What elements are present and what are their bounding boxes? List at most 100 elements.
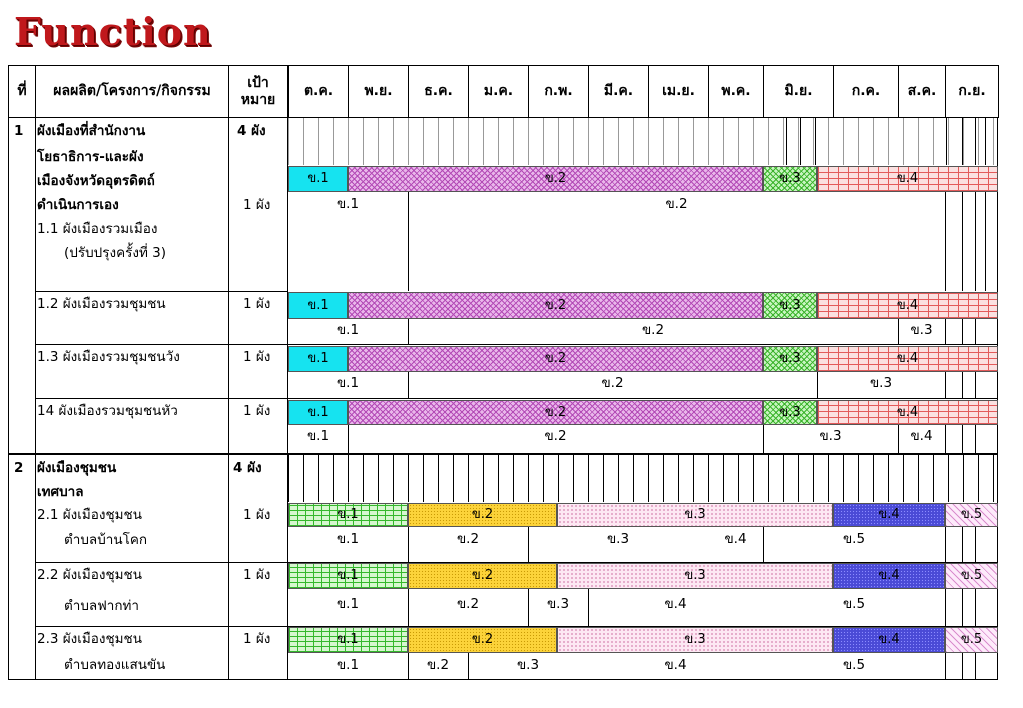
grid-line — [738, 455, 739, 502]
grid-line — [933, 118, 934, 165]
grid-line — [573, 455, 574, 502]
grid-line — [985, 118, 986, 165]
plan-bar: ข.2 — [348, 346, 763, 372]
grid-line — [693, 118, 694, 165]
grid-line — [975, 319, 976, 344]
grid-line — [378, 455, 379, 502]
grid-line — [962, 527, 963, 562]
grid-line — [558, 455, 559, 502]
plan-bar: ข.3 — [557, 503, 833, 527]
grid-line — [633, 118, 634, 165]
plan-bar: ข.3 — [557, 563, 833, 589]
row-divider — [35, 626, 998, 627]
actual-label: ข.3 — [910, 322, 933, 338]
plan-bar: ข.4 — [817, 346, 998, 372]
grid-line — [468, 653, 469, 680]
plan-bar: ข.4 — [833, 563, 945, 589]
grid-line — [813, 118, 814, 165]
grid-line — [963, 118, 964, 165]
month-header: พ.ย. — [348, 65, 409, 118]
actual-label: ข.2 — [426, 657, 450, 673]
section-2-no: 2 — [14, 460, 24, 476]
grid-line — [946, 118, 947, 165]
plan-bar: ข.1 — [288, 400, 348, 425]
plan-bar: ข.4 — [817, 400, 998, 425]
month-header: ต.ค. — [288, 65, 349, 118]
month-header: ธ.ค. — [408, 65, 469, 118]
grid-line — [588, 118, 589, 165]
grid-line — [558, 118, 559, 165]
grid-line — [888, 455, 889, 502]
grid-line — [813, 455, 814, 502]
grid-line — [873, 118, 874, 165]
grid-line — [763, 527, 764, 562]
grid-line — [708, 118, 709, 165]
actual-label: ข.4 — [664, 596, 687, 612]
grid-line — [888, 118, 889, 165]
grid-line — [303, 118, 304, 165]
item-1-1-target: 1 ผัง — [243, 197, 271, 213]
grid-line — [618, 455, 619, 502]
grid-line — [708, 455, 709, 502]
row-divider — [35, 562, 998, 563]
grid-line — [318, 118, 319, 165]
plan-bar: ข.2 — [408, 503, 557, 527]
plan-bar: ข.5 — [945, 503, 998, 527]
actual-label: ข.3 — [546, 596, 570, 612]
month-header: ม.ค. — [468, 65, 529, 118]
grid-line — [753, 455, 754, 502]
grid-line — [962, 319, 963, 344]
item-2-3-target: 1 ผัง — [243, 631, 271, 647]
grid-line — [768, 455, 769, 502]
grid-line — [453, 118, 454, 165]
plan-bar: ข.4 — [833, 503, 945, 527]
grid-line — [333, 455, 334, 502]
grid-line — [528, 589, 529, 626]
grid-line — [678, 455, 679, 502]
month-header: ก.ย. — [945, 65, 999, 118]
item-2-3-name-2: ตำบลทองแสนขัน — [64, 657, 166, 673]
grid-line — [800, 118, 801, 165]
grid-line — [798, 118, 799, 165]
grid-line — [948, 118, 949, 165]
grid-line — [962, 118, 963, 165]
item-2-3-name: 2.3 ผังเมืองชุมชน — [37, 631, 142, 647]
grid-line — [333, 118, 334, 165]
grid-line — [348, 455, 349, 502]
grid-line — [948, 455, 949, 502]
section-1-title-2: โยธาธิการ-และผัง — [37, 149, 144, 165]
grid-line — [408, 455, 409, 502]
actual-label: ข.5 — [842, 657, 866, 673]
grid-line — [288, 118, 289, 165]
grid-line — [408, 589, 409, 626]
grid-line — [873, 455, 874, 502]
item-1-1-name: 1.1 ผังเมืองรวมเมือง — [37, 221, 158, 237]
grid-line — [408, 192, 409, 291]
grid-line — [798, 455, 799, 502]
plan-bar: ข.3 — [557, 627, 833, 653]
grid-line — [468, 455, 469, 502]
grid-line — [903, 118, 904, 165]
header-no: ที่ — [8, 65, 36, 118]
row-divider — [35, 344, 998, 345]
grid-line — [303, 455, 304, 502]
grid-line — [978, 455, 979, 502]
grid-line — [768, 118, 769, 165]
row-divider — [35, 291, 288, 292]
grid-line — [498, 455, 499, 502]
grid-line — [363, 118, 364, 165]
actual-label: ข.1 — [336, 596, 360, 612]
grid-line — [975, 589, 976, 626]
header-target: เป้าหมาย — [228, 65, 288, 118]
item-2-2-name: 2.2 ผังเมืองชุมชน — [37, 567, 142, 583]
grid-line — [348, 425, 349, 453]
grid-line — [918, 455, 919, 502]
actual-label: ข.3 — [819, 428, 842, 444]
grid-line — [423, 455, 424, 502]
section-1-no: 1 — [14, 123, 24, 139]
grid-line — [898, 425, 899, 453]
actual-label: ข.1 — [336, 531, 360, 547]
grid-line — [453, 455, 454, 502]
plan-bar: ข.1 — [288, 166, 348, 192]
